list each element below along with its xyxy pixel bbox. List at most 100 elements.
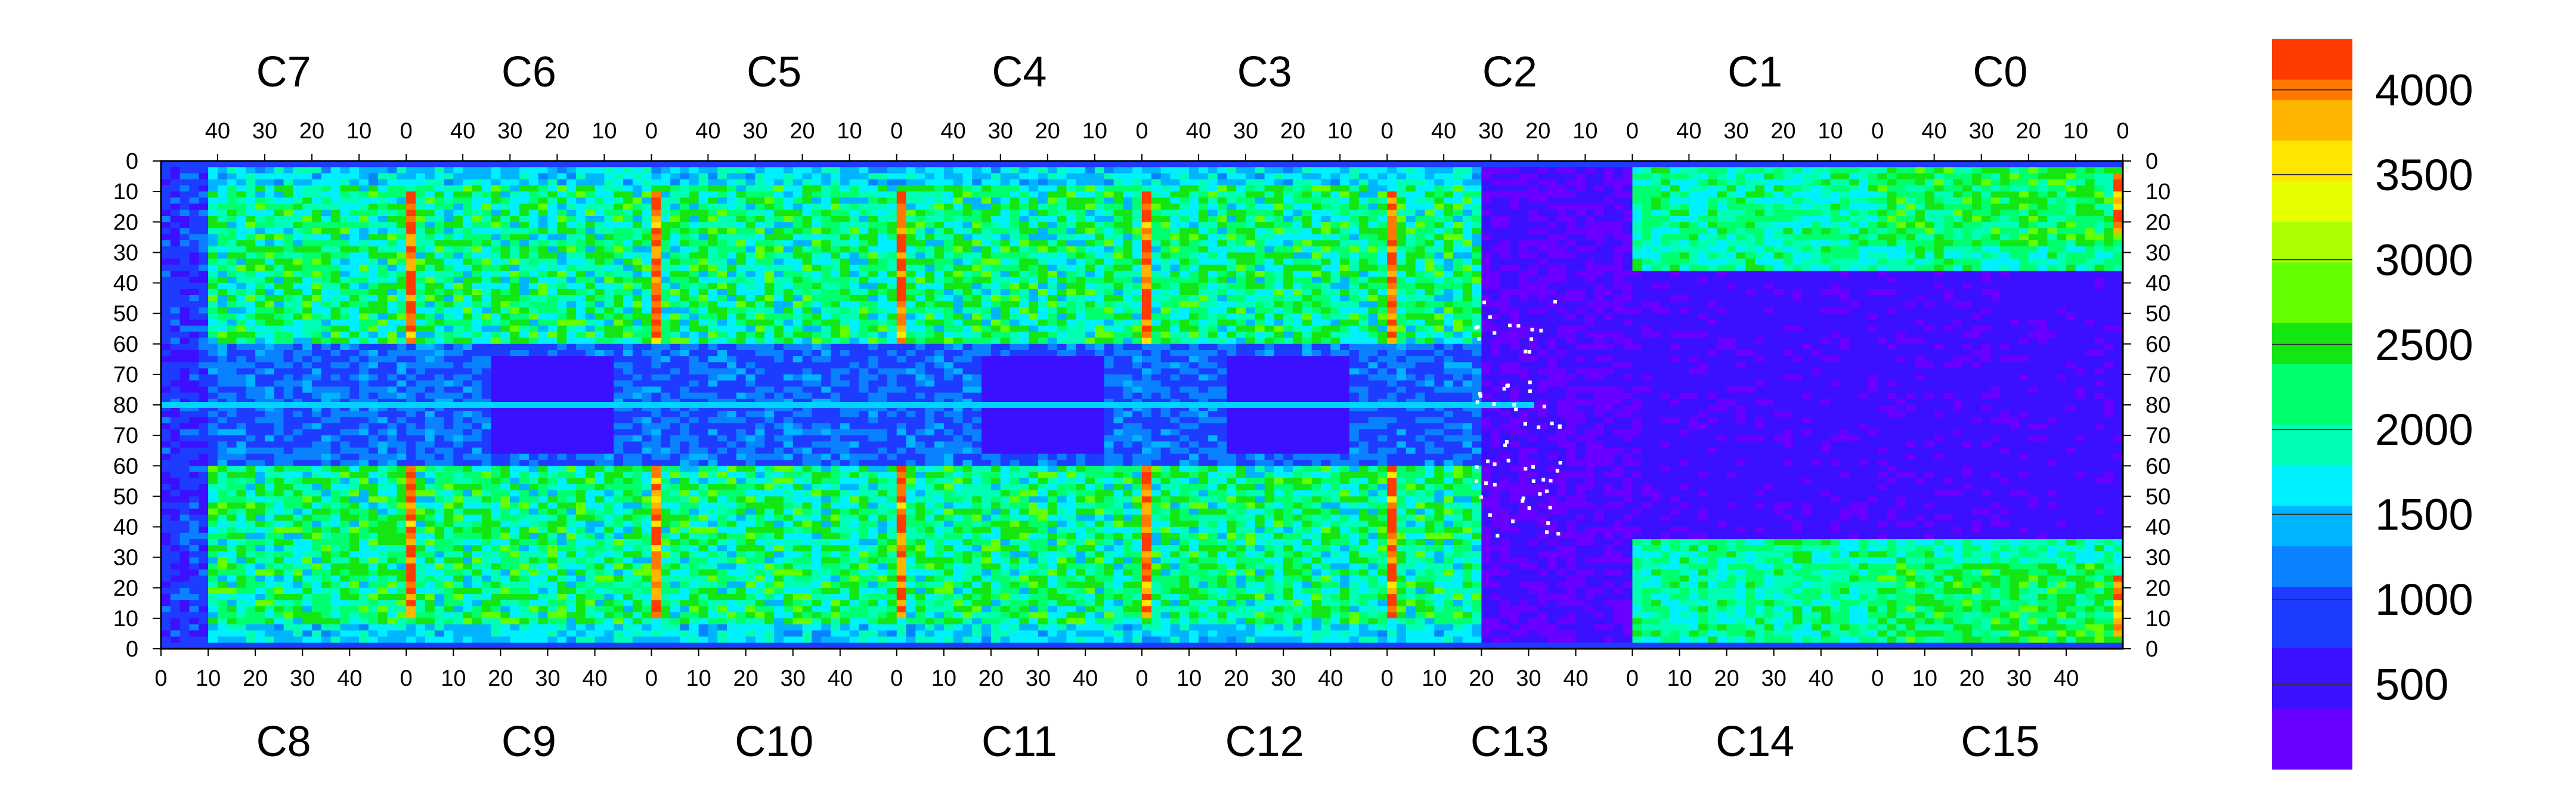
heatmap-cell [745, 343, 756, 351]
heatmap-cell [377, 515, 388, 521]
heatmap-cell [557, 380, 567, 387]
heatmap-cell [330, 368, 341, 375]
heatmap-cell [595, 307, 605, 314]
heatmap-cell [557, 515, 567, 521]
heatmap-cell [321, 362, 332, 369]
heatmap-cell [377, 326, 388, 332]
heatmap-cell [416, 581, 426, 589]
heatmap-cell [575, 496, 586, 503]
heatmap-cell [359, 624, 369, 631]
heatmap-cell [425, 532, 435, 540]
heatmap-cell [708, 642, 718, 649]
heatmap-cell [227, 630, 237, 637]
heatmap-cell [179, 386, 190, 394]
heatmap-cell [416, 532, 426, 540]
heatmap-cell [528, 191, 539, 198]
heatmap-cell [708, 515, 718, 521]
heatmap-cell [340, 326, 350, 332]
heatmap-cell [397, 258, 407, 265]
heatmap-cell [623, 557, 633, 564]
heatmap-cell [179, 209, 190, 216]
heatmap-cell [387, 392, 398, 400]
heatmap-cell [340, 478, 350, 485]
heatmap-cell [745, 283, 756, 290]
heatmap-cell [623, 527, 633, 534]
heatmap-cell [368, 258, 379, 265]
heatmap-cell [236, 271, 246, 277]
heatmap-cell [359, 380, 369, 387]
heatmap-cell [717, 216, 727, 222]
heatmap-cell [434, 179, 445, 186]
heatmap-cell [661, 472, 671, 479]
heatmap-cell [340, 161, 350, 168]
heatmap-cell [679, 453, 690, 460]
heatmap-cell [349, 435, 360, 442]
heatmap-cell [595, 222, 605, 229]
heatmap-cell [566, 527, 577, 534]
heatmap-cell [377, 362, 388, 369]
heatmap-cell [500, 191, 510, 198]
heatmap-cell [538, 252, 549, 259]
heatmap-cell [614, 484, 624, 491]
heatmap-cell [614, 447, 624, 454]
heatmap-cell [246, 502, 256, 509]
heatmap-cell [340, 343, 350, 351]
heatmap-cell [698, 606, 709, 613]
heatmap-cell [519, 392, 530, 400]
heatmap-cell [161, 258, 171, 265]
heatmap-cell [170, 581, 181, 589]
heatmap-cell [444, 374, 454, 381]
heatmap-cell [481, 271, 492, 277]
heatmap-cell [604, 326, 614, 332]
heatmap-cell [557, 630, 567, 637]
heatmap-cell [302, 240, 312, 247]
heatmap-cell [708, 234, 718, 241]
heatmap-cell [623, 429, 633, 436]
heatmap-cell [161, 411, 171, 418]
heatmap-cell [227, 521, 237, 528]
heatmap-cell [585, 447, 596, 454]
heatmap-cell [500, 606, 510, 613]
heatmap-cell [246, 532, 256, 540]
heatmap-cell [528, 349, 539, 357]
heatmap-cell [179, 423, 190, 430]
heatmap-cell [717, 191, 727, 198]
heatmap-cell [208, 417, 218, 424]
heatmap-cell [236, 374, 246, 381]
heatmap-cell [708, 600, 718, 607]
heatmap-cell [444, 460, 454, 466]
heatmap-cell [708, 338, 718, 345]
heatmap-cell [217, 606, 228, 613]
heatmap-cell [614, 581, 624, 589]
heatmap-cell [416, 209, 426, 216]
heatmap-cell [557, 423, 567, 430]
heatmap-cell [217, 246, 228, 253]
heatmap-cell [717, 197, 727, 205]
heatmap-cell [557, 484, 567, 491]
heatmap-cell [264, 289, 275, 296]
heatmap-cell [500, 380, 510, 387]
heatmap-cell [614, 246, 624, 253]
heatmap-cell [519, 453, 530, 460]
heatmap-cell [575, 191, 586, 198]
heatmap-cell [632, 289, 643, 296]
heatmap-cell [406, 161, 416, 168]
heatmap-cell [472, 173, 482, 180]
heatmap-cell [179, 429, 190, 436]
heatmap-cell [519, 532, 530, 540]
heatmap-cell [651, 612, 661, 619]
heatmap-cell [679, 240, 690, 247]
heatmap-cell [425, 557, 435, 564]
heatmap-cell [575, 392, 586, 400]
heatmap-cell [444, 532, 454, 540]
heatmap-cell [698, 338, 709, 345]
heatmap-cell [453, 587, 463, 595]
heatmap-cell [397, 343, 407, 351]
heatmap-cell [377, 642, 388, 649]
heatmap-cell [481, 386, 492, 394]
heatmap-cell [717, 472, 727, 479]
heatmap-cell [236, 581, 246, 589]
heatmap-cell [368, 338, 379, 345]
heatmap-cell [359, 271, 369, 277]
heatmap-cell [349, 532, 360, 540]
